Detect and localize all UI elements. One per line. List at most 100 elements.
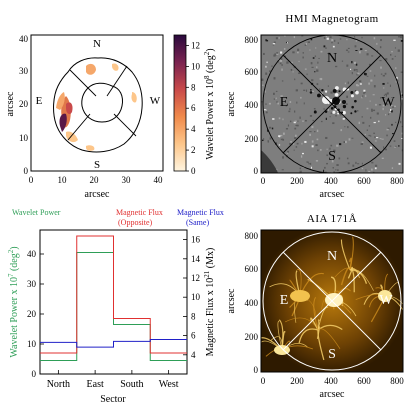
hmi-speckle xyxy=(338,157,341,160)
aia-loop xyxy=(298,328,319,344)
hmi-speckle xyxy=(389,54,392,56)
patch-north-1 xyxy=(86,63,96,75)
hmi-speckle xyxy=(394,55,396,57)
hmi-speckle xyxy=(356,70,358,72)
aia-active-region-east xyxy=(290,290,310,302)
aia-label-s: S xyxy=(328,347,336,362)
hmi-speckle xyxy=(362,95,364,98)
hmi-speckle xyxy=(278,135,281,138)
legend-opposite-line1: Magnetic Flux xyxy=(116,208,163,217)
hmi-active-region-black xyxy=(332,97,340,105)
hmi-speckle xyxy=(263,52,265,56)
hmi-speckle xyxy=(381,157,384,159)
colorbar-tick-label: 2 xyxy=(191,145,196,155)
hmi-speckle xyxy=(379,46,382,49)
hmi-speckle xyxy=(310,38,313,41)
hmi-speckle xyxy=(384,93,388,96)
aia-y-tick-0: 0 xyxy=(254,365,259,375)
hmi-speckle xyxy=(370,79,373,82)
hmi-speckle xyxy=(400,92,403,95)
aia-active-region-west xyxy=(378,290,392,302)
aia-loop xyxy=(340,239,351,271)
wavelet-map-panel: N S E W 0 10 20 30 40 0 10 20 30 40 arcs… xyxy=(5,34,216,200)
hmi-speckle xyxy=(361,141,364,143)
hmi-speckle xyxy=(346,157,349,160)
hmi-features xyxy=(261,35,403,173)
sector-line-ne xyxy=(106,65,128,97)
hmi-speckle xyxy=(289,107,291,111)
aia-label-e: E xyxy=(280,293,289,308)
hmi-plage xyxy=(330,106,334,110)
hmi-label-s: S xyxy=(328,149,336,164)
colorbar-label-exp: 8 xyxy=(203,75,211,79)
hmi-speckle xyxy=(337,110,339,113)
hmi-speckle xyxy=(332,167,334,169)
hmi-speckle xyxy=(330,91,333,94)
aia-y-tick-4: 800 xyxy=(245,231,259,241)
colorbar-tick-label: 12 xyxy=(191,40,200,50)
hmi-plage xyxy=(332,88,337,93)
hmi-speckle xyxy=(281,138,283,141)
hmi-plage xyxy=(313,110,317,113)
hmi-diag-2 xyxy=(282,54,382,154)
legend-same-line1: Magnetic Flux xyxy=(177,208,224,217)
hmi-speckle xyxy=(273,98,275,100)
hmi-speckle xyxy=(290,140,292,143)
hmi-speckle xyxy=(265,65,267,68)
hmi-plage xyxy=(355,90,359,95)
hmi-speckle xyxy=(346,64,349,67)
hmi-speckle xyxy=(353,68,356,72)
wavelet-inner-region xyxy=(81,82,123,123)
hmi-speckle xyxy=(312,119,315,122)
hmi-speckle xyxy=(388,111,392,113)
hmi-plage xyxy=(329,98,333,103)
hmi-speckle xyxy=(326,154,329,157)
colorbar-label-close: ) xyxy=(205,48,216,51)
hmi-speckle xyxy=(280,138,282,141)
hmi-speckle xyxy=(305,43,308,45)
hmi-speckle xyxy=(317,149,319,152)
hmi-x-tick-4: 800 xyxy=(390,176,404,186)
hmi-speckle xyxy=(280,57,283,60)
hmi-speckle xyxy=(303,102,305,105)
hmi-speckle xyxy=(300,155,303,158)
hmi-speckle xyxy=(395,121,397,124)
hmi-speckle xyxy=(330,112,332,115)
wavelet-y-tick-1: 10 xyxy=(19,133,29,143)
hmi-speckle xyxy=(299,116,301,119)
hmi-small-black xyxy=(342,100,346,104)
hmi-speckle xyxy=(337,169,339,171)
hmi-speckle xyxy=(281,80,284,82)
hmi-speckle xyxy=(316,129,319,132)
hmi-speckle xyxy=(280,51,283,54)
hmi-speckle xyxy=(401,137,403,140)
hmi-plage xyxy=(334,92,339,97)
hmi-speckle xyxy=(398,36,400,38)
hmi-speckle xyxy=(339,38,342,40)
hmi-speckle xyxy=(371,161,374,164)
hmi-speckle xyxy=(323,169,325,173)
aia-x-ticks: 0 200 400 600 800 xyxy=(261,376,405,386)
hmi-speckle xyxy=(373,37,376,40)
hmi-speckle xyxy=(326,162,328,165)
hmi-speckle xyxy=(295,124,298,127)
colorbar-tick-label: 8 xyxy=(191,82,196,92)
hmi-speckle xyxy=(395,76,398,79)
hmi-speckle xyxy=(333,149,336,152)
hmi-speckle xyxy=(337,42,339,44)
hmi-speckle xyxy=(375,137,379,139)
hmi-speckle xyxy=(379,60,382,62)
hmi-speckle xyxy=(265,39,267,42)
hmi-speckle xyxy=(374,74,376,77)
hmi-speckle xyxy=(382,82,385,85)
aia-solar-limb xyxy=(262,231,402,371)
hmi-label-w: W xyxy=(381,95,395,110)
wavelet-x-label: arcsec xyxy=(85,189,111,200)
hmi-speckle xyxy=(359,83,362,85)
hmi-label-n: N xyxy=(327,51,337,66)
hmi-speckle xyxy=(381,138,384,140)
hmi-speckle xyxy=(295,146,298,148)
hmi-speckle xyxy=(399,120,402,124)
colorbar-label-unit: (deg xyxy=(205,55,216,75)
aia-x-label: arcsec xyxy=(320,389,346,400)
